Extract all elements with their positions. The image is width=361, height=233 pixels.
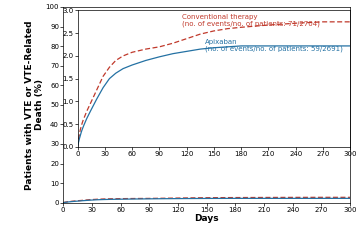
Text: (no. of events/no. of patients: 71/2704): (no. of events/no. of patients: 71/2704) bbox=[182, 21, 320, 27]
Text: Conventional therapy: Conventional therapy bbox=[182, 14, 258, 20]
Text: Apixaban: Apixaban bbox=[205, 39, 238, 45]
Y-axis label: Patients with VTE or VTE-Related
Death (%): Patients with VTE or VTE-Related Death (… bbox=[25, 20, 44, 190]
Text: (no. of events/no. of patients: 59/2691): (no. of events/no. of patients: 59/2691) bbox=[205, 45, 343, 51]
X-axis label: Days: Days bbox=[194, 214, 219, 223]
